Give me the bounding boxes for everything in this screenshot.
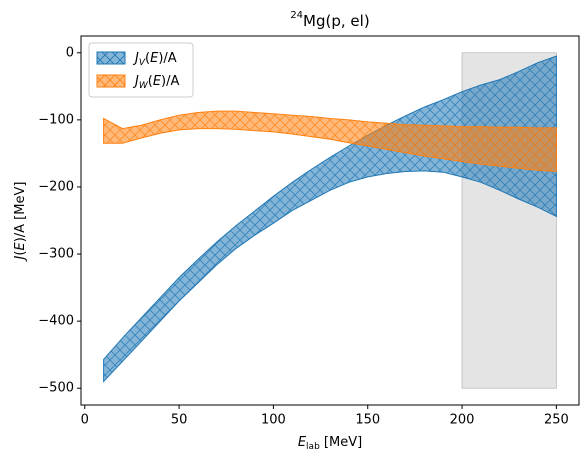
y-tick-label: 0: [66, 45, 74, 60]
legend-swatch-hatch: [97, 52, 125, 64]
legend-sub: V: [139, 58, 146, 68]
y-label-paren: (: [13, 251, 28, 256]
legend-var: J: [132, 74, 139, 89]
y-label-var: E: [13, 242, 28, 251]
band-hatch: [103, 111, 557, 172]
y-axis-label: J(E)/A [MeV]: [13, 182, 28, 263]
title-text: Mg(p, el): [303, 12, 370, 30]
x-tick-label: 150: [355, 413, 380, 428]
y-tick-label: −400: [38, 314, 74, 329]
x-label-var: E: [298, 435, 307, 450]
legend-var: J: [132, 51, 139, 66]
y-label-unit: )/A [MeV]: [13, 182, 28, 243]
x-tick-label: 250: [544, 413, 569, 428]
legend-paren: (: [145, 51, 150, 66]
x-tick-label: 200: [450, 413, 475, 428]
chart-title: 24Mg(p, el): [290, 10, 369, 30]
legend-sub: W: [139, 81, 149, 91]
y-tick-label: −100: [38, 112, 74, 127]
legend-swatch-hatch: [97, 75, 125, 87]
y-tick-label: −200: [38, 179, 74, 194]
plot-frame: [80, 35, 580, 406]
legend-var: E: [153, 74, 162, 89]
legend-label: JV(E)/A: [132, 51, 177, 68]
x-tick-label: 50: [171, 413, 188, 428]
x-label-unit: [MeV]: [320, 435, 362, 450]
legend-rest: )/A: [161, 74, 179, 89]
y-label-var: J: [13, 255, 28, 262]
x-label-sub: lab: [306, 442, 320, 452]
y-tick-label: −500: [38, 381, 74, 396]
legend-label: JW(E)/A: [132, 74, 179, 91]
x-axis-label: Elab [MeV]: [298, 435, 362, 452]
legend-paren: (: [148, 74, 153, 89]
x-tick-label: 100: [261, 413, 286, 428]
x-tick-label: 0: [81, 413, 89, 428]
y-tick-label: −300: [38, 247, 74, 262]
legend-var: E: [150, 51, 159, 66]
legend-rest: )/A: [158, 51, 176, 66]
title-superscript: 24: [290, 10, 303, 21]
